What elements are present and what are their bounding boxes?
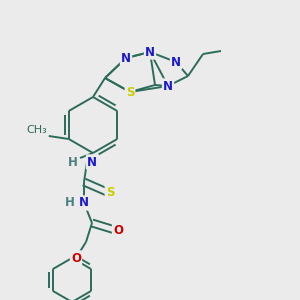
Text: O: O (71, 251, 81, 265)
Text: H: H (68, 155, 78, 169)
Text: N: N (87, 155, 97, 169)
Text: N: N (163, 80, 173, 92)
Text: CH₃: CH₃ (26, 125, 47, 135)
Text: S: S (126, 85, 134, 98)
Text: N: N (171, 56, 181, 68)
Text: O: O (113, 224, 123, 236)
Text: N: N (121, 52, 131, 64)
Text: N: N (79, 196, 89, 209)
Text: S: S (106, 185, 114, 199)
Text: H: H (65, 196, 75, 209)
Text: N: N (145, 46, 155, 59)
